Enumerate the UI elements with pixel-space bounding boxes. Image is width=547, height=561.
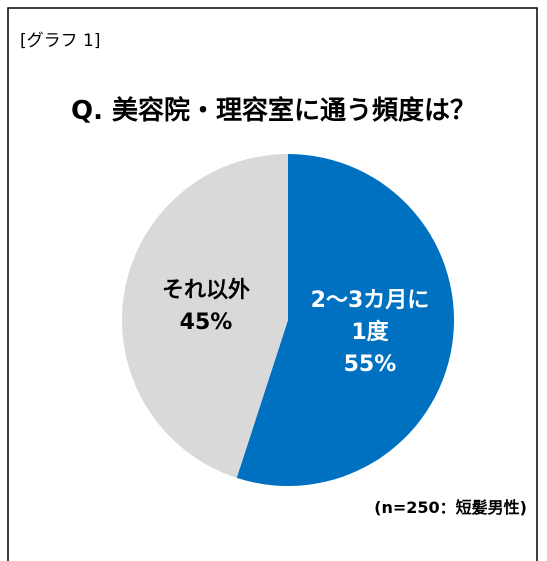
category-label: 2〜3カ月に 1度 — [310, 288, 430, 346]
figure-label: [グラフ 1] — [20, 31, 101, 51]
value-label: 55% — [343, 351, 397, 377]
frame — [7, 7, 538, 561]
pie — [122, 153, 454, 487]
value-label: 45% — [179, 310, 233, 336]
pie-slice — [236, 154, 454, 487]
annotation: (n=250：短髪男性) — [374, 498, 527, 517]
slice-label: それ以外 45% — [162, 275, 250, 339]
slice-label: 2〜3カ月に 1度 55% — [311, 285, 430, 381]
category-label: それ以外 — [162, 278, 251, 304]
chart-title: Q. 美容院・理容室に通う頻度は？ — [70, 96, 477, 126]
pie-slice — [122, 153, 289, 478]
